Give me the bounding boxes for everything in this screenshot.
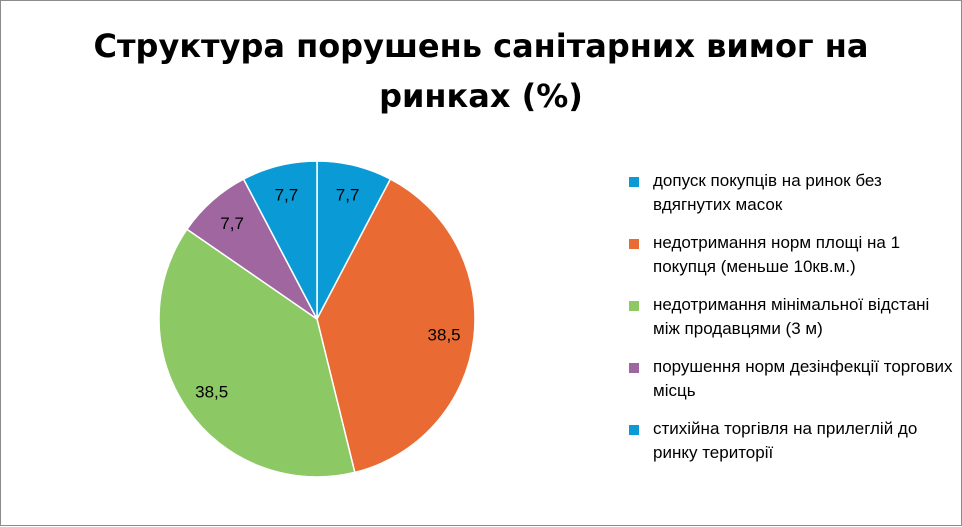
legend-label: недотримання мінімальної відстані між пр… <box>653 295 930 338</box>
legend-label: допуск покупців на ринок без вдягнутих м… <box>653 171 882 214</box>
legend-item: порушення норм дезінфекції торгових місц… <box>629 355 953 417</box>
legend-swatch <box>629 425 639 435</box>
legend-label: недотримання норм площі на 1 покупця (ме… <box>653 233 901 276</box>
legend-swatch <box>629 177 639 187</box>
legend-label: стихійна торгівля на прилеглій до ринку … <box>653 419 918 462</box>
chart-title-line-1: Структура порушень санітарних вимог на <box>93 27 869 65</box>
data-label: 38,5 <box>428 325 461 344</box>
chart-title-line-2: ринках (%) <box>379 77 583 115</box>
pie-slice <box>158 228 356 478</box>
pie-slice <box>242 160 318 320</box>
pie-slice <box>316 178 476 474</box>
data-label: 7,7 <box>275 186 299 205</box>
legend-item: недотримання мінімальної відстані між пр… <box>629 293 949 355</box>
legend-item: недотримання норм площі на 1 покупця (ме… <box>629 231 949 293</box>
legend-item: стихійна торгівля на прилеглій до ринку … <box>629 417 949 479</box>
chart-legend: допуск покупців на ринок без вдягнутих м… <box>629 169 953 479</box>
data-label: 7,7 <box>220 214 244 233</box>
legend-swatch <box>629 239 639 249</box>
legend-label: порушення норм дезінфекції торгових місц… <box>653 357 953 400</box>
legend-swatch <box>629 363 639 373</box>
data-label: 7,7 <box>336 186 360 205</box>
data-label: 38,5 <box>195 383 228 402</box>
legend-swatch <box>629 301 639 311</box>
chart-title: Структура порушень санітарних вимог на р… <box>61 21 901 121</box>
legend-item: допуск покупців на ринок без вдягнутих м… <box>629 169 949 231</box>
